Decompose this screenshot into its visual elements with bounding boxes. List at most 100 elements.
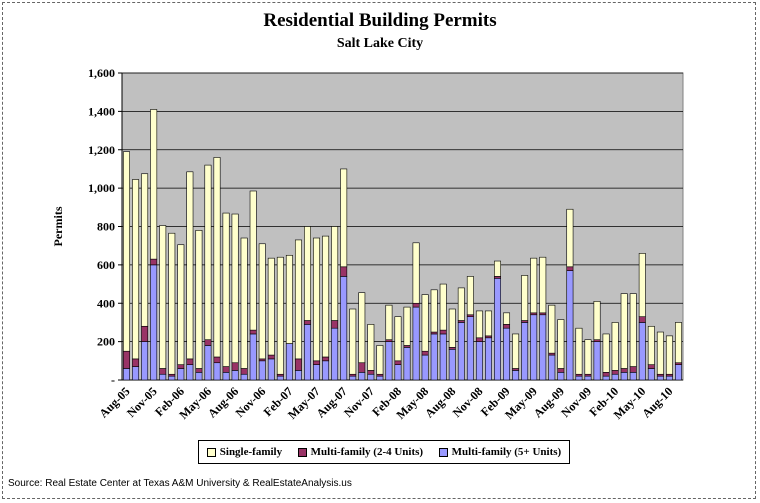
- bar-multi-5plus: [665, 375, 673, 381]
- bar-single-family: [294, 239, 302, 360]
- chart-title: Residential Building Permits: [263, 10, 497, 31]
- bar-multi-5plus: [367, 373, 375, 381]
- bar-multi-5plus: [475, 341, 483, 381]
- bar-multi-2-4: [358, 362, 366, 373]
- bar-multi-5plus: [557, 372, 565, 381]
- bar-multi-2-4: [602, 372, 610, 377]
- bar-single-family: [629, 293, 637, 367]
- y-tick-label: -: [111, 373, 115, 387]
- bar-multi-2-4: [177, 364, 185, 369]
- x-tick-label: Nov-07: [341, 384, 377, 420]
- bar-multi-5plus: [168, 375, 176, 381]
- chart-svg: - 200 400 600 800 1,000 1,200 1,400 1,600 Permits…: [51, 66, 684, 422]
- x-tick-label: Nov-05: [124, 384, 160, 420]
- bar-multi-2-4: [150, 258, 158, 266]
- bar-single-family: [647, 325, 655, 365]
- bar-multi-5plus: [575, 375, 583, 381]
- bar-multi-2-4: [249, 329, 257, 335]
- bar-multi-2-4: [304, 320, 311, 325]
- bar-multi-2-4: [367, 370, 375, 375]
- bar-multi-5plus: [159, 373, 167, 381]
- y-tick-label: 600: [97, 258, 115, 272]
- bar-single-family: [340, 168, 348, 268]
- bar-single-family: [177, 244, 185, 365]
- bar-multi-2-4: [475, 337, 483, 342]
- bar-single-family: [575, 327, 583, 375]
- bar-multi-5plus: [656, 375, 664, 381]
- bar-multi-5plus: [611, 373, 619, 381]
- legend-multi-2-4: Multi-family (2-4 Units): [297, 446, 423, 458]
- legend-single-family: Single-family: [206, 446, 282, 458]
- bar-single-family: [195, 230, 203, 369]
- bar-single-family: [638, 253, 646, 317]
- bar-single-family: [394, 316, 402, 362]
- bar-multi-2-4: [141, 325, 149, 342]
- bar-multi-2-4: [412, 302, 420, 308]
- bar-multi-5plus: [123, 368, 130, 381]
- bar-single-family: [213, 157, 221, 358]
- bar-multi-5plus: [484, 337, 492, 381]
- bar-single-family: [439, 283, 447, 331]
- bar-multi-2-4: [638, 316, 646, 323]
- bar-multi-5plus: [331, 327, 339, 381]
- x-tick-label: Nov-06: [233, 384, 269, 420]
- bar-multi-5plus: [530, 314, 538, 381]
- bar-multi-5plus: [240, 373, 248, 381]
- bar-multi-5plus: [231, 370, 239, 381]
- bar-multi-2-4: [503, 324, 511, 329]
- bar-multi-5plus: [385, 341, 393, 381]
- bar-multi-2-4: [267, 354, 275, 360]
- legend-swatch: [297, 447, 307, 457]
- y-tick-label: 800: [97, 220, 115, 234]
- bar-multi-2-4: [240, 368, 248, 375]
- bar-multi-5plus: [213, 362, 221, 381]
- bar-single-family: [258, 243, 266, 360]
- bar-multi-5plus: [358, 372, 366, 381]
- bar-single-family: [186, 171, 194, 360]
- bar-multi-5plus: [494, 278, 501, 381]
- legend-swatch: [206, 447, 216, 457]
- bar-multi-5plus: [584, 375, 592, 381]
- bar-multi-5plus: [521, 322, 529, 381]
- bar-multi-5plus: [457, 322, 465, 381]
- bar-single-family: [285, 254, 293, 344]
- bar-single-family: [403, 306, 411, 346]
- bar-multi-5plus: [448, 348, 456, 381]
- bar-multi-5plus: [249, 333, 257, 381]
- bar-single-family: [457, 287, 465, 321]
- bar-multi-5plus: [267, 358, 275, 381]
- bar-single-family: [602, 333, 610, 373]
- bar-multi-2-4: [294, 358, 302, 371]
- bar-multi-5plus: [141, 341, 149, 381]
- bar-multi-5plus: [620, 372, 628, 381]
- bar-multi-2-4: [439, 329, 447, 335]
- bar-single-family: [494, 260, 501, 277]
- bar-multi-5plus: [313, 364, 321, 381]
- bar-single-family: [656, 331, 664, 375]
- bar-multi-2-4: [566, 266, 574, 271]
- bar-multi-5plus: [539, 314, 547, 381]
- bar-single-family: [322, 235, 330, 358]
- bar-single-family: [539, 256, 547, 314]
- bar-multi-5plus: [285, 343, 293, 381]
- bar-multi-2-4: [620, 368, 628, 373]
- bar-single-family: [584, 339, 592, 375]
- bar-multi-2-4: [313, 360, 321, 365]
- bar-multi-2-4: [123, 350, 130, 369]
- bar-multi-5plus: [322, 360, 330, 381]
- bar-single-family: [448, 308, 456, 348]
- bar-multi-2-4: [340, 266, 348, 277]
- y-tick-label: 1,400: [88, 104, 115, 118]
- bar-multi-5plus: [376, 375, 384, 381]
- bar-single-family: [249, 190, 257, 331]
- bar-multi-2-4: [322, 356, 330, 362]
- bar-multi-5plus: [675, 364, 682, 381]
- bar-multi-2-4: [647, 364, 655, 369]
- bar-single-family: [484, 310, 492, 337]
- bar-single-family: [313, 237, 321, 362]
- bar-single-family: [367, 324, 375, 371]
- bar-multi-2-4: [213, 356, 221, 364]
- bar-multi-5plus: [132, 366, 140, 381]
- bar-single-family: [675, 322, 682, 364]
- bar-single-family: [620, 293, 628, 369]
